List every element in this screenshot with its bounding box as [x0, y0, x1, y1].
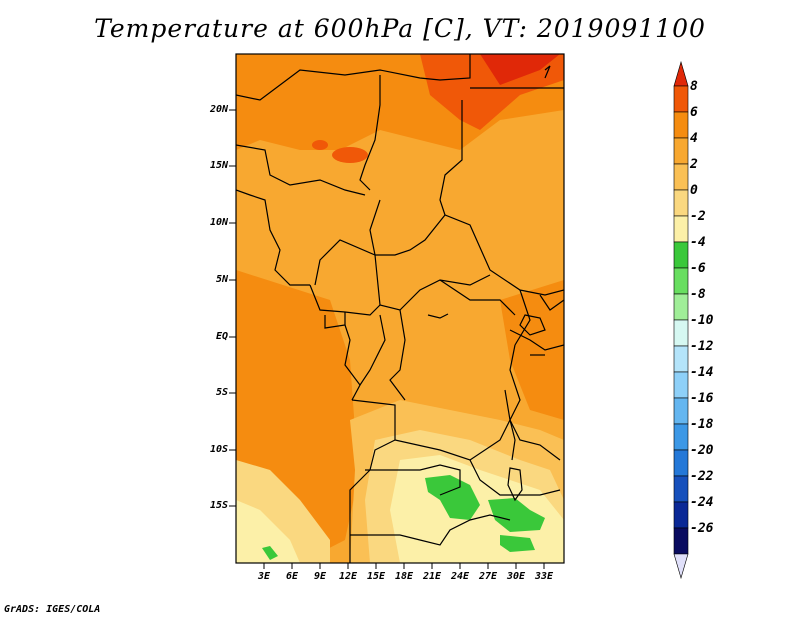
colorbar-segment: [673, 215, 689, 243]
footer-credit: GrADS: IGES/COLA: [4, 604, 101, 615]
colorbar-label: -10: [690, 313, 714, 328]
field-ne-hotter: [480, 54, 560, 85]
colorbar-label: -18: [690, 417, 714, 432]
colorbar-label: -6: [690, 261, 706, 276]
lat-label: 10N: [209, 217, 228, 228]
colorbar-segment: [673, 189, 689, 217]
lon-label: 15E: [366, 571, 386, 582]
lat-label: 20N: [209, 104, 228, 115]
colorbar-segment: [673, 241, 689, 269]
field-green-patch: [488, 498, 545, 532]
lat-label: 5N: [215, 274, 228, 285]
lon-label: 21E: [422, 571, 442, 582]
colorbar-label: -8: [690, 287, 706, 302]
map-title: Temperature at 600hPa [C], VT: 201909110…: [94, 14, 706, 43]
colorbar-label: -14: [690, 365, 714, 380]
colorbar-label: -20: [690, 443, 714, 458]
lon-label: 24E: [450, 571, 470, 582]
lat-label: EQ: [215, 331, 228, 342]
colorbar-segment: [673, 345, 689, 373]
country-borders: [236, 54, 564, 563]
colorbar-segment: [673, 267, 689, 295]
colorbar-label: -26: [690, 521, 714, 536]
lon-label: 9E: [313, 571, 327, 582]
field-east-warm: [500, 280, 564, 420]
colorbar-label: 0: [690, 183, 698, 198]
lon-label: 18E: [394, 571, 414, 582]
map-frame: [235, 53, 565, 564]
lat-label: 15S: [209, 500, 228, 511]
field-sw-cooler: [236, 500, 300, 563]
lon-label: 33E: [534, 571, 554, 582]
lat-label: 5S: [215, 387, 228, 398]
colorbar-segment: [673, 423, 689, 451]
colorbar-segment: [673, 111, 689, 139]
lon-label: 6E: [285, 571, 299, 582]
lakes: [427, 65, 551, 502]
colorbar-label: -22: [690, 469, 714, 484]
colorbar-segment: [673, 475, 689, 503]
colorbar-segment: [673, 397, 689, 425]
lon-label: 3E: [257, 571, 271, 582]
colorbar-label: 6: [690, 105, 698, 120]
colorbar-label: -2: [690, 209, 706, 224]
field-green-patch: [425, 475, 480, 520]
lon-label: 12E: [338, 571, 358, 582]
field-green-patch: [500, 535, 535, 552]
colorbar-segment: [673, 527, 689, 555]
colorbar-segment: [673, 293, 689, 321]
colorbar-label: -4: [690, 235, 706, 250]
lat-label: 10S: [209, 444, 228, 455]
colorbar-bottom-arrow: [673, 553, 689, 580]
colorbar-label: -24: [690, 495, 714, 510]
colorbar-segment: [673, 371, 689, 399]
colorbar-segment: [673, 449, 689, 477]
colorbar-segment: [673, 501, 689, 529]
map-ticks: [229, 109, 545, 569]
colorbar-label: 8: [690, 79, 698, 94]
colorbar-segment: [673, 163, 689, 191]
field-hot-patch: [332, 147, 368, 163]
field-hot-patch: [312, 140, 328, 150]
colorbar-label: -16: [690, 391, 714, 406]
colorbar-segment: [673, 319, 689, 347]
field-green-patch: [262, 546, 278, 560]
colorbar-segment: [673, 85, 689, 113]
colorbar-top-arrow: [673, 60, 689, 87]
colorbar-segment: [673, 137, 689, 165]
lon-label: 27E: [478, 571, 498, 582]
colorbar-label: 4: [690, 131, 698, 146]
colorbar-label: -12: [690, 339, 714, 354]
lon-label: 30E: [506, 571, 526, 582]
lat-label: 15N: [209, 160, 228, 171]
colorbar-label: 2: [690, 157, 698, 172]
